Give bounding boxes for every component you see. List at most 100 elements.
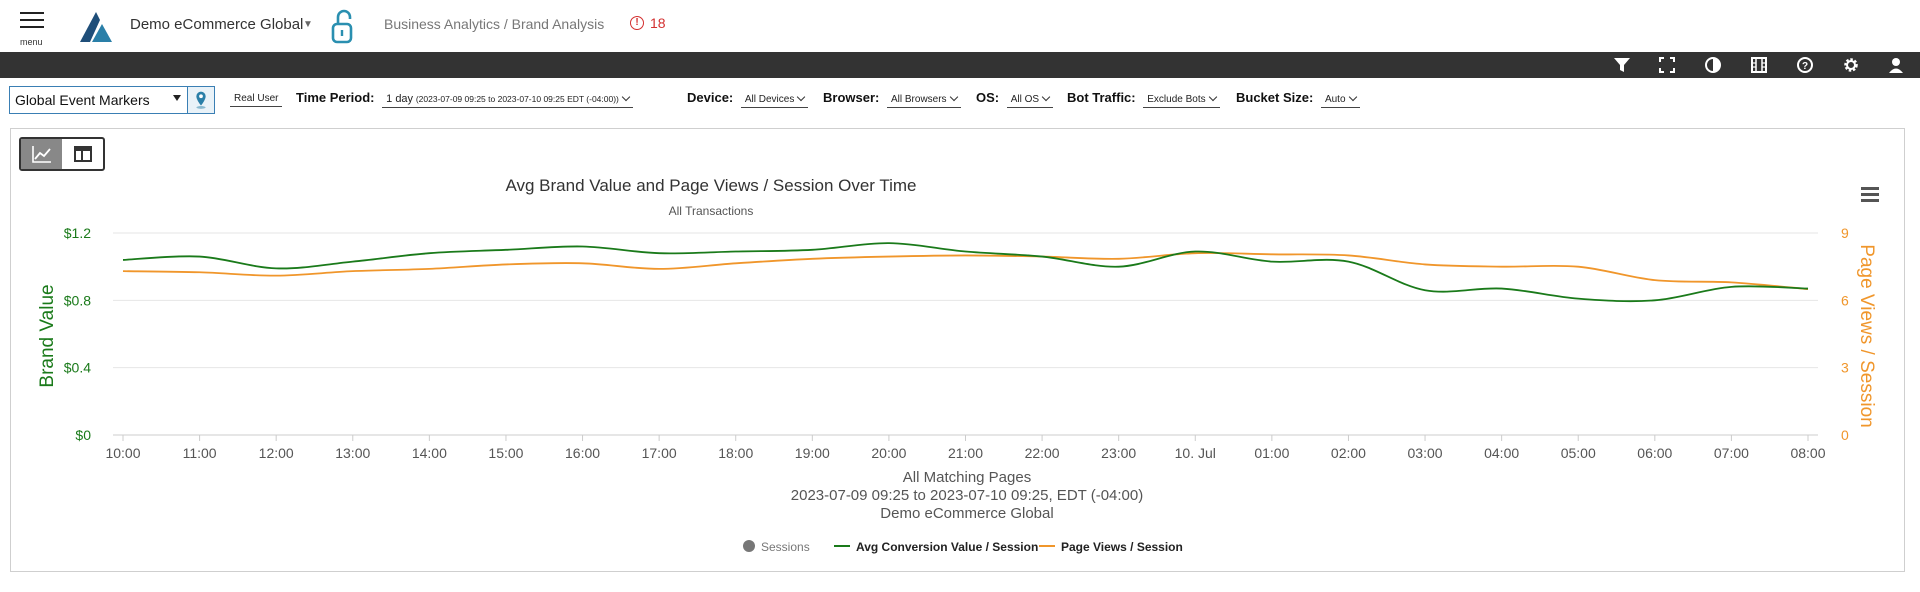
legend-label: Sessions — [761, 540, 810, 554]
bot-traffic-value: Exclude Bots — [1147, 94, 1206, 105]
fullscreen-icon[interactable] — [1657, 56, 1677, 74]
real-user-selector[interactable]: Real User — [230, 93, 283, 107]
x-tick-label: 08:00 — [1790, 445, 1825, 461]
x-tick-label: 03:00 — [1408, 445, 1443, 461]
x-tick-label: 05:00 — [1561, 445, 1596, 461]
table-view-button[interactable] — [62, 139, 103, 169]
x-tick-label: 06:00 — [1637, 445, 1672, 461]
alert-indicator[interactable]: ! 18 — [630, 15, 666, 31]
brand-logo[interactable] — [76, 10, 116, 44]
x-tick-label: 21:00 — [948, 445, 983, 461]
chart-menu-button[interactable] — [1861, 187, 1881, 203]
bucket-size-filter[interactable]: Bucket Size: Auto — [1236, 90, 1360, 108]
x-tick-label: 07:00 — [1714, 445, 1749, 461]
y-right-tick-label: 3 — [1841, 360, 1849, 376]
chart-panel: Avg Brand Value and Page Views / Session… — [10, 128, 1905, 572]
x-tick-label: 02:00 — [1331, 445, 1366, 461]
y-left-axis-label: Brand Value — [37, 284, 58, 387]
gear-icon[interactable] — [1841, 56, 1861, 74]
unlock-icon[interactable] — [328, 8, 358, 46]
y-left-ticks: $0 $0.4 $0.8 $1.2 — [64, 225, 91, 443]
user-icon[interactable] — [1886, 56, 1906, 74]
map-pin-icon[interactable] — [187, 86, 215, 114]
chevron-down-icon — [949, 92, 958, 102]
y-left-tick-label: $0.4 — [64, 360, 91, 376]
alert-icon: ! — [630, 16, 644, 30]
toolbar: ? — [0, 52, 1920, 78]
time-period-range: (2023-07-09 09:25 to 2023-07-10 09:25 ED… — [415, 94, 619, 104]
x-tick-label: 20:00 — [871, 445, 906, 461]
x-tick-label: 10. Jul — [1175, 445, 1216, 461]
chart-subtitle: All Transactions — [669, 204, 754, 218]
x-tick-label: 15:00 — [488, 445, 523, 461]
x-tick-label: 10:00 — [105, 445, 140, 461]
filter-icon[interactable] — [1612, 56, 1632, 74]
os-value: All OS — [1010, 94, 1040, 105]
legend-label: Avg Conversion Value / Session — [856, 540, 1038, 554]
bot-traffic-filter[interactable]: Bot Traffic: Exclude Bots — [1067, 90, 1220, 108]
chart-grid — [113, 232, 1818, 436]
top-header: menu Demo eCommerce Global ▼ Business An… — [0, 0, 1920, 52]
time-period-filter[interactable]: Time Period: 1 day (2023-07-09 09:25 to … — [296, 90, 633, 108]
chevron-down-icon — [1208, 92, 1217, 102]
menu-button[interactable]: menu — [18, 10, 50, 50]
x-tick-label: 17:00 — [642, 445, 677, 461]
chevron-down-icon — [621, 92, 631, 102]
svg-text:?: ? — [1802, 61, 1808, 72]
series-lines — [122, 242, 1809, 303]
x-tick-label: 22:00 — [1025, 445, 1060, 461]
event-markers-select[interactable]: Global Event Markers — [9, 86, 187, 114]
brand-value-chart: Avg Brand Value and Page Views / Session… — [37, 176, 1877, 554]
chevron-down-icon — [797, 92, 806, 102]
menu-icon — [20, 12, 44, 14]
y-right-tick-label: 6 — [1841, 292, 1849, 308]
y-right-ticks: 0 3 6 9 — [1841, 225, 1849, 443]
browser-filter[interactable]: Browser: All Browsers — [823, 90, 961, 108]
x-tick-label: 14:00 — [412, 445, 447, 461]
alert-count: 18 — [650, 15, 666, 31]
contrast-icon[interactable] — [1703, 56, 1723, 74]
series-line-avg-conversion-value-session[interactable] — [122, 242, 1809, 303]
y-left-tick-label: $1.2 — [64, 225, 91, 241]
film-icon[interactable] — [1749, 56, 1769, 74]
breadcrumb[interactable]: Business Analytics / Brand Analysis — [384, 16, 605, 32]
x-tick-label: 04:00 — [1484, 445, 1519, 461]
x-axis-ticks: 10:00 11:00 12:00 13:00 14:00 15:00 16:00 17:00… — [105, 435, 1826, 461]
chevron-down-icon — [1041, 92, 1051, 102]
time-period-value: 1 day — [386, 93, 414, 105]
os-filter[interactable]: OS: All OS — [976, 90, 1054, 108]
x-tick-label: 23:00 — [1101, 445, 1136, 461]
legend-label: Page Views / Session — [1061, 540, 1183, 554]
chart-legend: Sessions Avg Conversion Value / Session Pa… — [743, 540, 1183, 554]
x-tick-label: 19:00 — [795, 445, 830, 461]
x-tick-label: 11:00 — [183, 445, 217, 461]
x-tick-label: 01:00 — [1254, 445, 1289, 461]
legend-item[interactable]: Page Views / Session — [1039, 540, 1183, 554]
legend-item[interactable]: Avg Conversion Value / Session — [834, 540, 1038, 554]
y-right-tick-label: 9 — [1841, 225, 1849, 241]
series-line-page-views-session[interactable] — [122, 252, 1809, 291]
device-value: All Devices — [744, 94, 795, 105]
chart-view-button[interactable] — [21, 139, 62, 169]
line-chart-icon — [31, 146, 51, 163]
y-right-tick-label: 0 — [1841, 427, 1849, 443]
bucket-size-value: Auto — [1324, 94, 1346, 105]
table-icon — [73, 146, 92, 162]
device-filter[interactable]: Device: All Devices — [687, 90, 809, 108]
chart-footer-line: All Matching Pages — [903, 469, 1031, 486]
help-icon[interactable]: ? — [1795, 56, 1815, 74]
caret-down-icon[interactable] — [173, 95, 181, 101]
chevron-down-icon[interactable]: ▼ — [303, 19, 313, 30]
browser-value: All Browsers — [890, 94, 947, 105]
org-name[interactable]: Demo eCommerce Global — [130, 16, 304, 33]
chart-footer-line: 2023-07-09 09:25 to 2023-07-10 09:25, ED… — [791, 487, 1143, 504]
x-tick-label: 16:00 — [565, 445, 600, 461]
y-left-tick-label: $0 — [75, 427, 91, 443]
x-tick-label: 12:00 — [259, 445, 294, 461]
filter-bar: Global Event Markers Real User Time Peri… — [0, 84, 1920, 114]
chevron-down-icon — [1348, 92, 1357, 102]
chart-title: Avg Brand Value and Page Views / Session… — [505, 176, 916, 195]
legend-item[interactable]: Sessions — [743, 540, 810, 554]
chart-footer-line: Demo eCommerce Global — [880, 505, 1053, 522]
